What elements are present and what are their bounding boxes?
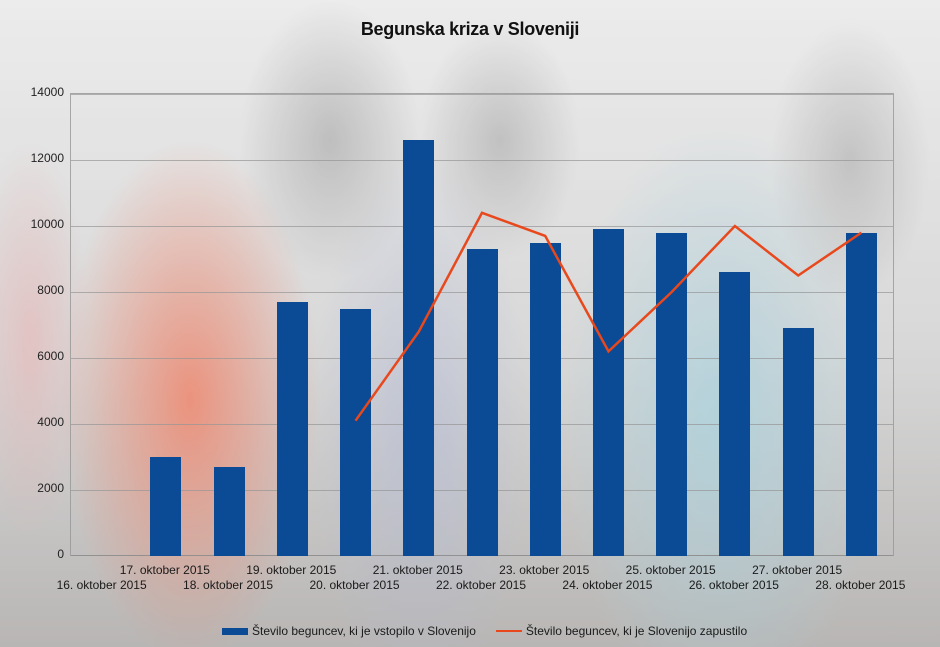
y-tick-label: 8000 bbox=[37, 283, 64, 297]
bar bbox=[213, 466, 245, 556]
y-tick-label: 12000 bbox=[30, 151, 64, 165]
x-tick-label: 28. oktober 2015 bbox=[815, 578, 906, 592]
y-tick-label: 4000 bbox=[37, 415, 64, 429]
line-series bbox=[354, 211, 863, 422]
bar bbox=[466, 249, 498, 556]
legend-line-label: Število beguncev, ki je Slovenijo zapust… bbox=[525, 624, 748, 638]
x-tick-label: 26. oktober 2015 bbox=[688, 578, 779, 592]
plot-area bbox=[70, 93, 894, 556]
x-tick-label: 21. oktober 2015 bbox=[372, 563, 463, 577]
bar bbox=[340, 308, 372, 556]
y-tick-label: 10000 bbox=[30, 217, 64, 231]
x-tick-label: 22. oktober 2015 bbox=[435, 578, 527, 592]
gridline bbox=[71, 226, 893, 227]
legend-line-swatch bbox=[495, 630, 522, 632]
y-tick-label: 0 bbox=[57, 547, 64, 561]
y-tick-label: 14000 bbox=[30, 85, 64, 99]
bar bbox=[592, 229, 624, 556]
x-tick-label: 25. oktober 2015 bbox=[625, 563, 716, 577]
gridline bbox=[71, 160, 893, 161]
y-tick-label: 6000 bbox=[37, 349, 64, 363]
y-tick-label: 2000 bbox=[37, 481, 64, 495]
x-tick-label: 24. oktober 2015 bbox=[562, 578, 653, 592]
x-tick-label: 18. oktober 2015 bbox=[183, 578, 274, 592]
gridline bbox=[71, 94, 893, 95]
bar bbox=[845, 232, 877, 556]
legend: Število beguncev, ki je vstopilo v Slove… bbox=[222, 624, 747, 638]
x-tick-label: 19. oktober 2015 bbox=[246, 563, 337, 577]
x-tick-label: 16. oktober 2015 bbox=[56, 578, 147, 592]
legend-bar-label: Število beguncev, ki je vstopilo v Slove… bbox=[252, 624, 476, 638]
x-tick-label: 23. oktober 2015 bbox=[499, 563, 590, 577]
bar bbox=[150, 457, 182, 556]
bar bbox=[656, 232, 688, 556]
bar bbox=[529, 242, 561, 556]
bar bbox=[276, 301, 308, 556]
bar bbox=[782, 328, 814, 556]
legend-bar-swatch bbox=[222, 627, 248, 635]
chart-title: Begunska kriza v Sloveniji bbox=[360, 19, 580, 39]
x-tick-label: 20. oktober 2015 bbox=[309, 578, 400, 592]
bar bbox=[719, 272, 751, 556]
x-tick-label: 27. oktober 2015 bbox=[752, 563, 843, 577]
x-tick-label: 17. oktober 2015 bbox=[119, 563, 210, 577]
